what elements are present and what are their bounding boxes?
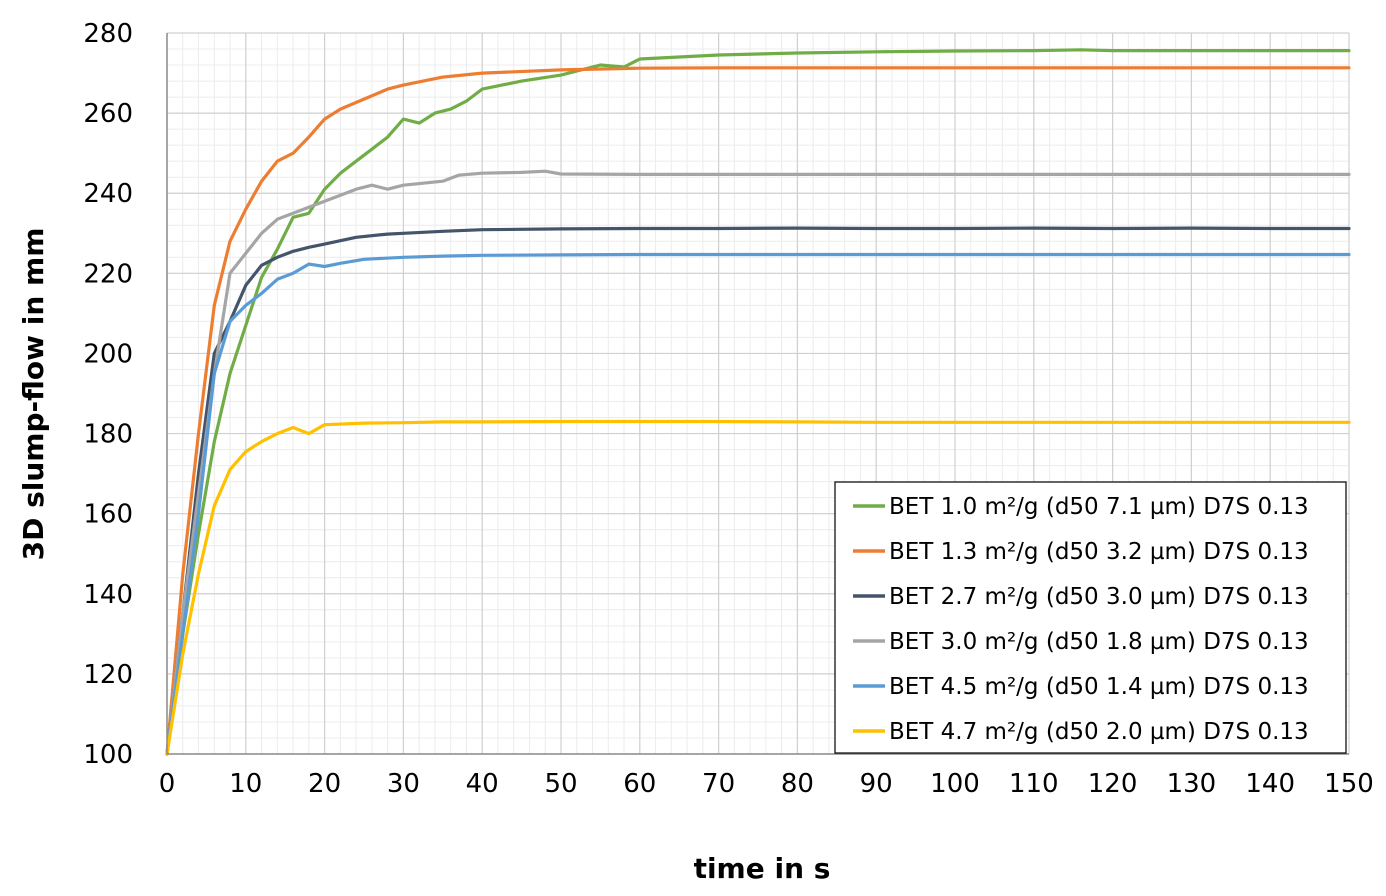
x-tick-label: 80: [781, 769, 814, 799]
legend-label-1: BET 1.0 m²/g (d50 7.1 µm) D7S 0.13: [889, 494, 1309, 520]
series-line-5: [165, 252, 1351, 756]
legend-label-3: BET 2.7 m²/g (d50 3.0 µm) D7S 0.13: [889, 584, 1309, 610]
x-tick-label: 140: [1245, 769, 1295, 799]
x-tick-labels: 0 10 20 30 40 50 60 70 80 90 100 110 120 130 140 150: [159, 769, 1374, 799]
y-tick-label: 200: [83, 339, 133, 369]
y-tick-label: 180: [83, 420, 133, 450]
series-lines: [165, 48, 1351, 756]
series-line-4: [165, 169, 1351, 756]
y-tick-labels: 100 120 140 160 180 200 220 240 260 280: [83, 19, 133, 770]
y-axis-title: 3D slump-flow in mm: [17, 228, 50, 561]
x-tick-label: 150: [1324, 769, 1374, 799]
y-tick-label: 280: [83, 19, 133, 49]
y-tick-label: 240: [83, 179, 133, 209]
series-line-2: [165, 66, 1351, 756]
y-tick-label: 140: [83, 580, 133, 610]
legend-items: BET 1.0 m²/g (d50 7.1 µm) D7S 0.13 BET 1.…: [853, 494, 1309, 745]
x-tick-label: 10: [229, 769, 262, 799]
x-tick-label: 50: [544, 769, 577, 799]
x-axis-title: time in s: [694, 852, 831, 885]
minor-gridlines: [166, 32, 1350, 755]
axes: [166, 33, 1349, 755]
x-tick-label: 110: [1009, 769, 1059, 799]
x-tick-label: 60: [623, 769, 656, 799]
series-line-1: [165, 48, 1351, 756]
x-tick-label: 30: [387, 769, 420, 799]
y-tick-label: 260: [83, 99, 133, 129]
y-tick-label: 100: [83, 740, 133, 770]
y-tick-label: 160: [83, 500, 133, 530]
y-tick-label: 220: [83, 259, 133, 289]
x-tick-label: 20: [308, 769, 341, 799]
legend-label-6: BET 4.7 m²/g (d50 2.0 µm) D7S 0.13: [889, 719, 1309, 745]
series-line-6: [165, 419, 1351, 756]
x-tick-label: 70: [702, 769, 735, 799]
x-tick-label: 100: [930, 769, 980, 799]
x-tick-label: 120: [1088, 769, 1138, 799]
legend-label-5: BET 4.5 m²/g (d50 1.4 µm) D7S 0.13: [889, 674, 1309, 700]
x-tick-label: 40: [466, 769, 499, 799]
legend-label-4: BET 3.0 m²/g (d50 1.8 µm) D7S 0.13: [889, 629, 1309, 655]
legend: BET 1.0 m²/g (d50 7.1 µm) D7S 0.13 BET 1.…: [834, 481, 1347, 754]
x-tick-label: 90: [860, 769, 893, 799]
legend-label-2: BET 1.3 m²/g (d50 3.2 µm) D7S 0.13: [889, 539, 1309, 565]
x-tick-label: 130: [1167, 769, 1217, 799]
series-line-3: [165, 226, 1351, 756]
x-tick-label: 0: [159, 769, 176, 799]
legend-box: [834, 481, 1347, 754]
y-tick-label: 120: [83, 660, 133, 690]
